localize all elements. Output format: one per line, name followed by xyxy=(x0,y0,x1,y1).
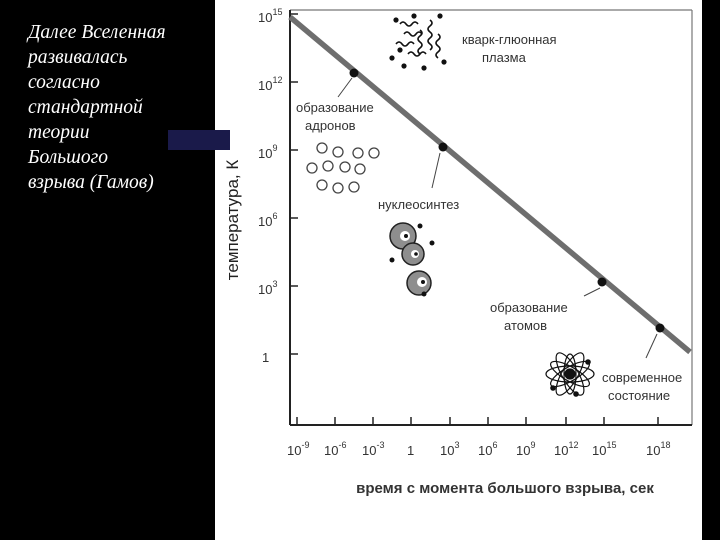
label-present-1: современное xyxy=(602,370,682,385)
x-tick-label: 103 xyxy=(440,440,459,458)
y-tick-label: 1012 xyxy=(258,75,282,93)
pointer-nucleosynthesis xyxy=(431,152,441,189)
caption-line: стандартной xyxy=(28,97,143,118)
label-hadrons-1: образование xyxy=(296,100,374,115)
y-tick-label: 109 xyxy=(258,143,277,161)
pointer-atoms xyxy=(583,287,601,297)
y-tick-labels: 1015 1012 109 106 103 1 xyxy=(258,7,282,365)
x-ticks xyxy=(296,417,659,425)
epoch-dot-atoms xyxy=(597,277,607,287)
label-present-2: состояние xyxy=(608,388,670,403)
caption-line: Далее Вселенная xyxy=(28,22,166,43)
caption-line: согласно xyxy=(28,72,100,93)
right-edge-strip xyxy=(702,0,720,540)
quark-gluon-icon xyxy=(389,13,447,71)
y-tick-label: 1 xyxy=(262,350,269,365)
x-tick-label: 109 xyxy=(516,440,535,458)
label-nucleosynthesis: нуклеосинтез xyxy=(378,197,459,212)
label-quark-gluon-2: плазма xyxy=(482,50,527,65)
caption-panel: Далее Вселенная развивалась согласно ста… xyxy=(0,0,215,540)
x-tick-label: 1012 xyxy=(554,440,578,458)
nucleosynthesis-icon xyxy=(389,222,435,297)
x-tick-label: 10-6 xyxy=(324,440,346,458)
caption-line: теории xyxy=(28,122,90,143)
x-tick-label: 1015 xyxy=(592,440,616,458)
x-tick-label: 10-9 xyxy=(287,440,309,458)
caption-line: взрыва (Гамов) xyxy=(28,172,154,193)
x-tick-label: 1 xyxy=(407,443,414,458)
x-axis-title: время с момента большого взрыва, сек xyxy=(356,480,654,497)
y-axis-title: температура, К xyxy=(223,160,242,281)
y-tick-label: 103 xyxy=(258,279,277,297)
y-ticks xyxy=(290,13,298,355)
epoch-dot-hadrons xyxy=(349,68,359,78)
label-atoms-1: образование xyxy=(490,300,568,315)
caption-text: Далее Вселенная развивалась согласно ста… xyxy=(28,20,213,195)
x-tick-label: 106 xyxy=(478,440,497,458)
epoch-dot-nucleosynthesis xyxy=(438,142,448,152)
epoch-dot-present xyxy=(655,323,665,333)
label-atoms-2: атомов xyxy=(504,318,547,333)
atom-icon xyxy=(545,352,595,397)
x-tick-label: 10-3 xyxy=(362,440,384,458)
pointer-present xyxy=(645,333,658,359)
y-tick-label: 1015 xyxy=(258,7,282,25)
pointer-hadrons xyxy=(337,77,353,98)
decorative-stripe xyxy=(168,130,230,150)
label-quark-gluon-1: кварк-глюонная xyxy=(462,32,557,47)
caption-line: Большого xyxy=(28,147,108,168)
x-tick-label: 1018 xyxy=(646,440,670,458)
y-tick-label: 106 xyxy=(258,211,277,229)
label-hadrons-2: адронов xyxy=(305,118,356,133)
hadrons-icon xyxy=(306,142,380,194)
caption-line: развивалась xyxy=(28,47,128,68)
x-tick-labels: 10-9 10-6 10-3 1 103 106 109 1012 1015 1… xyxy=(287,440,670,458)
